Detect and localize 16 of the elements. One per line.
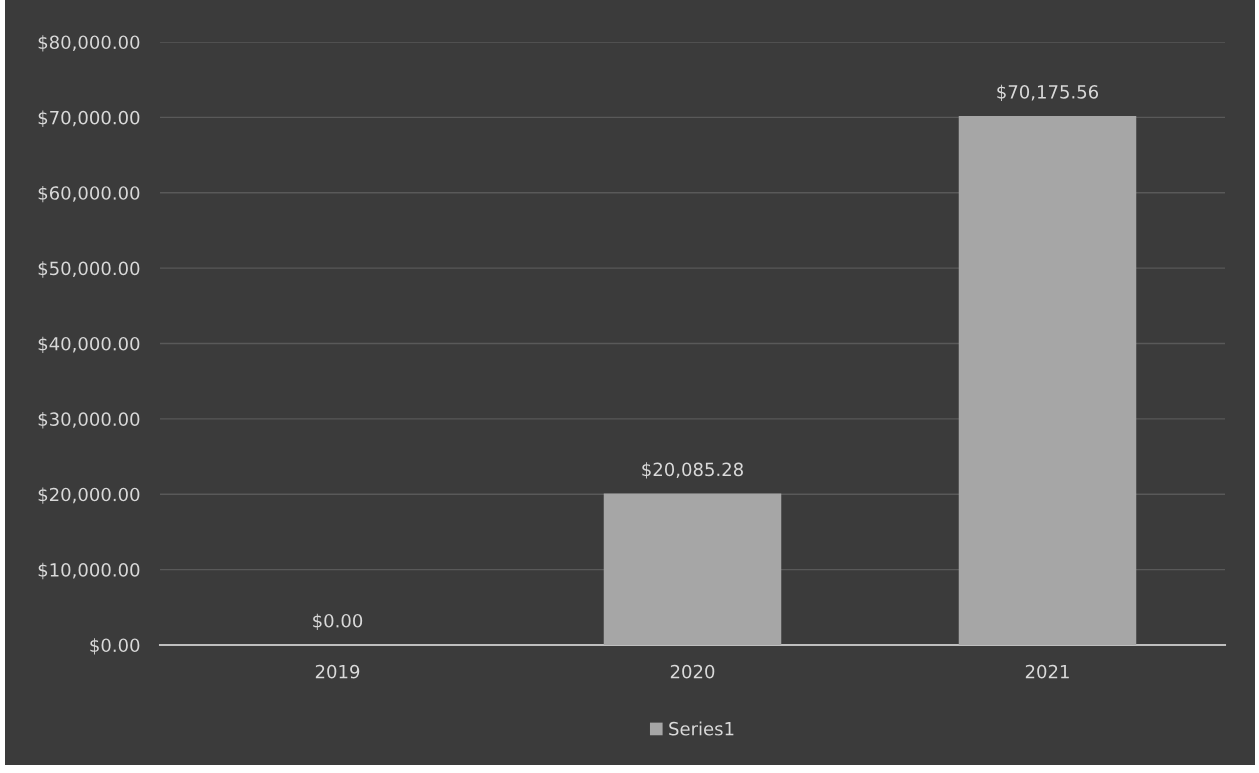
legend-label: Series1 — [669, 721, 734, 736]
y-tick-label: $20,000.00 — [38, 487, 140, 504]
y-tick-label: $40,000.00 — [38, 336, 140, 354]
y-tick-label: $0.00 — [90, 638, 140, 655]
y-tick-label: $70,000.00 — [38, 110, 140, 127]
data-label: $0.00 — [313, 613, 363, 631]
y-tick-label: $50,000.00 — [38, 261, 140, 278]
data-label: $70,175.56 — [997, 84, 1099, 102]
y-tick-label: $10,000.00 — [38, 562, 140, 580]
x-tick-label: 2021 — [1025, 664, 1069, 679]
x-tick-label: 2020 — [670, 664, 715, 679]
y-tick-label: $80,000.00 — [38, 35, 140, 52]
y-tick-label: $60,000.00 — [38, 185, 140, 203]
y-tick-label: $30,000.00 — [38, 412, 140, 429]
data-label: $20,085.28 — [642, 462, 743, 479]
x-tick-label: 2019 — [315, 664, 360, 679]
